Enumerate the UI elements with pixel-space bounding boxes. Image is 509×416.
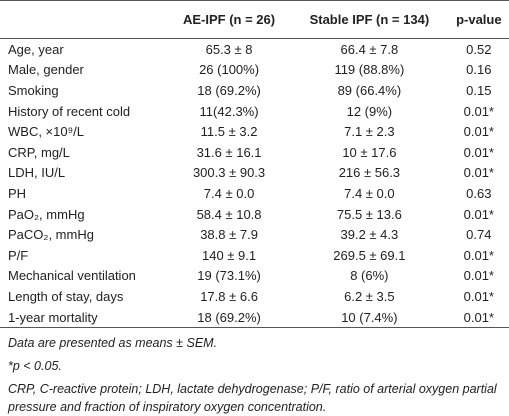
row-label: PH (8, 185, 27, 201)
header-row: AE-IPF (n = 26) Stable IPF (n = 134) p-val… (0, 0, 509, 39)
cell: 58.4 ± 10.8 (196, 206, 262, 222)
cell: 0.01* (463, 268, 494, 284)
cell: 0.63 (466, 185, 492, 201)
cell: 0.01* (463, 206, 494, 222)
cell: 10 (7.4%) (290, 306, 449, 329)
cell: 0.15 (466, 82, 492, 98)
data-table: AE-IPF (n = 26) Stable IPF (n = 134) p-val… (0, 0, 509, 329)
cell: 31.6 ± 16.1 (196, 144, 262, 160)
table-row: Smoking 18 (69.2%) 89 (66.4%) 0.15 (0, 80, 509, 101)
footnotes: Data are presented as means ± SEM. *p < 0… (0, 328, 509, 416)
cell: 18 (69.2%) (197, 82, 261, 98)
cell: 0.01* (463, 288, 494, 304)
footnote: Data are presented as means ± SEM. (8, 336, 218, 351)
table-row: Age, year 65.3 ± 8 66.4 ± 7.8 0.52 (0, 39, 509, 60)
cell: 0.01* (463, 124, 494, 140)
table-row: PH 7.4 ± 0.0 7.4 ± 0.0 0.63 (0, 183, 509, 204)
row-label: LDH, IU/L (8, 165, 66, 181)
cell: 0.01* (463, 165, 494, 181)
footnote: *p < 0.05. (8, 359, 62, 374)
cell: 38.8 ± 7.9 (200, 227, 258, 243)
header-cell: Stable IPF (n = 134) (290, 0, 449, 39)
cell: 0.01* (463, 247, 494, 263)
table-row: P/F 140 ± 9.1 269.5 ± 69.1 0.01* (0, 245, 509, 266)
row-label: PaO₂, mmHg (8, 206, 85, 222)
cell: 12 (9%) (346, 103, 393, 119)
cell: 11(42.3%) (199, 103, 259, 119)
cell: 7.1 ± 2.3 (344, 124, 395, 140)
cell: 6.2 ± 3.5 (344, 288, 395, 304)
cell: 0.01* (463, 103, 494, 119)
cell: 89 (66.4%) (337, 82, 402, 98)
header-cell: AE-IPF (n = 26) (168, 0, 291, 39)
cell: 7.4 ± 0.0 (344, 185, 395, 201)
row-label: PaCO₂, mmHg (8, 227, 94, 243)
cell: 140 ± 9.1 (201, 247, 257, 263)
table-row: PaCO₂, mmHg 38.8 ± 7.9 39.2 ± 4.3 0.74 (0, 224, 509, 245)
cell: 0.01* (463, 144, 494, 160)
header-cell (0, 0, 168, 39)
cell: 75.5 ± 13.6 (336, 206, 402, 222)
header-cell: p-value (448, 0, 509, 39)
cell: 119 (88.8%) (334, 62, 405, 78)
table-row: WBC, ×10⁹/L 11.5 ± 3.2 7.1 ± 2.3 0.01* (0, 121, 509, 142)
table-row: Length of stay, days 17.8 ± 6.6 6.2 ± 3.5 0… (0, 286, 509, 307)
row-label: P/F (8, 247, 29, 263)
row-label: CRP, mg/L (8, 144, 70, 160)
row-label: Mechanical ventilation (8, 268, 136, 284)
table-row: 1-year mortality 18 (69.2%) 10 (7.4%) 0.01* (0, 306, 509, 329)
row-label: 1-year mortality (0, 306, 168, 329)
cell: 0.52 (466, 41, 492, 57)
footnote: CRP, C-reactive protein; LDH, lactate de… (8, 382, 497, 415)
cell: 19 (73.1%) (197, 268, 261, 284)
row-label: Age, year (8, 41, 64, 57)
table-row: CRP, mg/L 31.6 ± 16.1 10 ± 17.6 0.01* (0, 142, 509, 163)
cell: 269.5 ± 69.1 (333, 247, 406, 263)
row-label: History of recent cold (8, 103, 131, 119)
cell: 7.4 ± 0.0 (203, 185, 255, 201)
cell: 18 (69.2%) (168, 306, 291, 329)
row-label: Smoking (8, 82, 59, 98)
cell: 216 ± 56.3 (338, 165, 401, 181)
cell: 26 (100%) (199, 62, 260, 78)
row-label: Length of stay, days (8, 288, 124, 304)
cell: 0.74 (466, 227, 492, 243)
table-row: Male, gender 26 (100%) 119 (88.8%) 0.16 (0, 60, 509, 81)
cell: 17.8 ± 6.6 (200, 288, 258, 304)
table-row: History of recent cold 11(42.3%) 12 (9%) 0.… (0, 101, 509, 122)
cell: 66.4 ± 7.8 (340, 41, 399, 57)
table-row: LDH, IU/L 300.3 ± 90.3 216 ± 56.3 0.01* (0, 163, 509, 184)
cell: 10 ± 17.6 (342, 144, 397, 160)
cell: 11.5 ± 3.2 (200, 124, 258, 140)
cell: 0.16 (466, 62, 492, 78)
cell: 0.01* (448, 306, 509, 329)
row-label: WBC, ×10⁹/L (8, 124, 85, 140)
cell: 8 (6%) (350, 268, 389, 284)
row-label: Male, gender (8, 62, 84, 78)
table-row: PaO₂, mmHg 58.4 ± 10.8 75.5 ± 13.6 0.01* (0, 204, 509, 225)
table-row: Mechanical ventilation 19 (73.1%) 8 (6%) 0.… (0, 266, 509, 287)
cell: 65.3 ± 8 (205, 41, 253, 57)
cell: 300.3 ± 90.3 (192, 165, 266, 181)
cell: 39.2 ± 4.3 (340, 227, 399, 243)
